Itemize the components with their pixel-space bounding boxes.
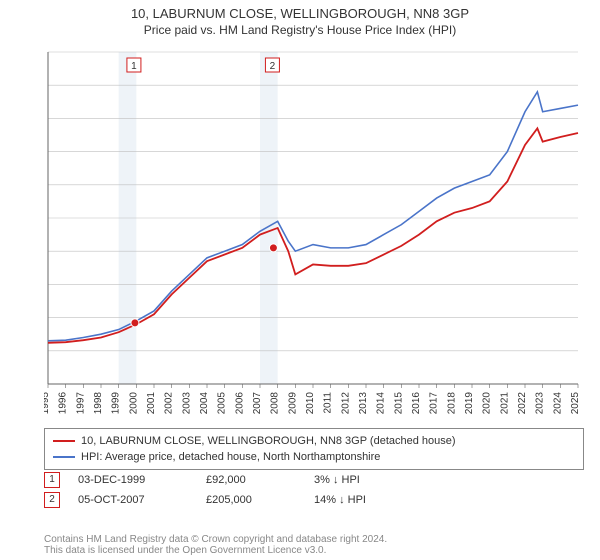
- legend-label: HPI: Average price, detached house, Nort…: [81, 449, 380, 465]
- svg-text:1995: 1995: [44, 392, 51, 415]
- credit-line1: Contains HM Land Registry data © Crown c…: [44, 534, 584, 545]
- svg-text:2014: 2014: [376, 392, 387, 415]
- chart-container: { "title_line1": "10, LABURNUM CLOSE, WE…: [0, 0, 600, 560]
- legend-swatch: [53, 456, 75, 458]
- svg-text:2003: 2003: [181, 392, 192, 415]
- svg-text:2016: 2016: [411, 392, 422, 415]
- marker-row: 1 03-DEC-1999 £92,000 3% ↓ HPI: [44, 470, 584, 490]
- line-chart: £0K£50K£100K£150K£200K£250K£300K£350K£40…: [44, 48, 584, 418]
- svg-text:1998: 1998: [93, 392, 104, 415]
- svg-text:2001: 2001: [146, 392, 157, 415]
- svg-text:2002: 2002: [164, 392, 175, 415]
- marker-date: 03-DEC-1999: [78, 470, 188, 490]
- svg-text:2012: 2012: [340, 392, 351, 415]
- svg-text:2011: 2011: [323, 392, 334, 414]
- svg-text:2017: 2017: [429, 392, 440, 415]
- sale-markers-table: 1 03-DEC-1999 £92,000 3% ↓ HPI 2 05-OCT-2007 £…: [44, 470, 584, 510]
- svg-text:2008: 2008: [270, 392, 281, 415]
- svg-text:2024: 2024: [552, 392, 563, 415]
- marker-price: £205,000: [206, 490, 296, 510]
- svg-text:1996: 1996: [58, 392, 69, 415]
- svg-text:2000: 2000: [128, 392, 139, 415]
- svg-text:2010: 2010: [305, 392, 316, 415]
- svg-text:2004: 2004: [199, 392, 210, 415]
- svg-text:2013: 2013: [358, 392, 369, 415]
- svg-text:2: 2: [270, 61, 276, 72]
- svg-text:2020: 2020: [482, 392, 493, 415]
- svg-text:1997: 1997: [75, 392, 86, 415]
- legend-row: HPI: Average price, detached house, Nort…: [53, 449, 575, 465]
- svg-text:2023: 2023: [535, 392, 546, 415]
- svg-text:2021: 2021: [499, 392, 510, 415]
- marker-hpi: 14% ↓ HPI: [314, 490, 404, 510]
- marker-price: £92,000: [206, 470, 296, 490]
- credit-line2: This data is licensed under the Open Gov…: [44, 545, 584, 556]
- marker-row: 2 05-OCT-2007 £205,000 14% ↓ HPI: [44, 490, 584, 510]
- marker-hpi: 3% ↓ HPI: [314, 470, 404, 490]
- title-line2: Price paid vs. HM Land Registry's House …: [0, 23, 600, 37]
- svg-text:2006: 2006: [234, 392, 245, 415]
- svg-text:2025: 2025: [570, 392, 581, 415]
- svg-text:2019: 2019: [464, 392, 475, 415]
- title-line1: 10, LABURNUM CLOSE, WELLINGBOROUGH, NN8 …: [0, 6, 600, 21]
- credit-text: Contains HM Land Registry data © Crown c…: [44, 534, 584, 556]
- svg-text:2018: 2018: [446, 392, 457, 415]
- legend: 10, LABURNUM CLOSE, WELLINGBOROUGH, NN8 …: [44, 428, 584, 470]
- chart-svg: £0K£50K£100K£150K£200K£250K£300K£350K£40…: [44, 48, 584, 418]
- svg-text:2005: 2005: [217, 392, 228, 415]
- title-block: 10, LABURNUM CLOSE, WELLINGBOROUGH, NN8 …: [0, 0, 600, 37]
- marker-number-box: 2: [44, 492, 60, 508]
- legend-swatch: [53, 440, 75, 442]
- svg-text:2015: 2015: [393, 392, 404, 415]
- legend-label: 10, LABURNUM CLOSE, WELLINGBOROUGH, NN8 …: [81, 433, 456, 449]
- svg-text:2007: 2007: [252, 392, 263, 415]
- svg-text:1999: 1999: [111, 392, 122, 415]
- svg-text:2009: 2009: [287, 392, 298, 415]
- marker-date: 05-OCT-2007: [78, 490, 188, 510]
- marker-number-box: 1: [44, 472, 60, 488]
- legend-row: 10, LABURNUM CLOSE, WELLINGBOROUGH, NN8 …: [53, 433, 575, 449]
- svg-text:2022: 2022: [517, 392, 528, 415]
- svg-text:1: 1: [131, 61, 137, 72]
